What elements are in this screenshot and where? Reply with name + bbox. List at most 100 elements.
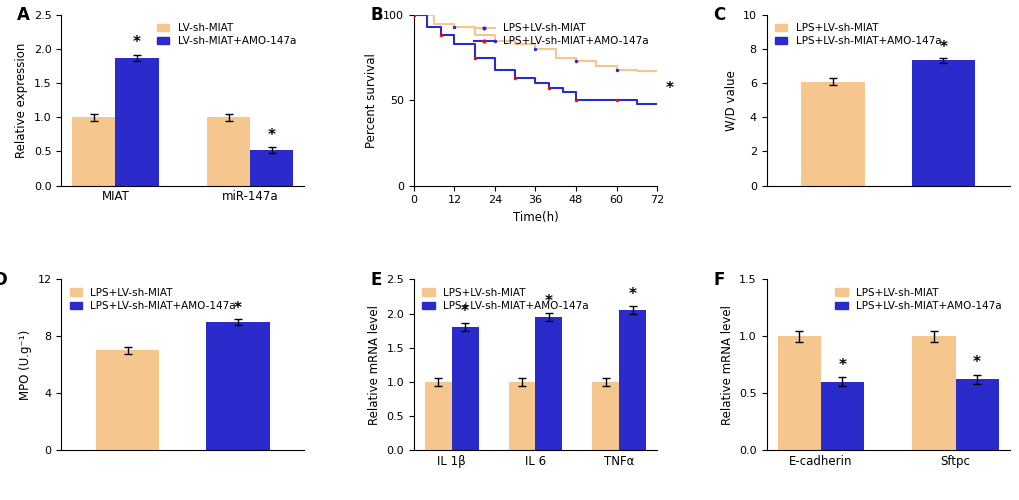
Text: *: * (461, 304, 469, 319)
LPS+LV-sh-MIAT (448, 20, 461, 26)
Text: B: B (370, 6, 382, 25)
Text: *: * (938, 40, 947, 54)
Text: *: * (234, 302, 242, 316)
Bar (96, 350, 159, 450)
Text: *: * (838, 358, 846, 372)
LPS+LV-sh-MIAT (408, 12, 420, 18)
Bar (912, 336, 955, 450)
Bar (911, 60, 974, 186)
LPS+LV-sh-MIAT (549, 54, 561, 60)
LPS+LV-sh-MIAT+AMO-147a (408, 12, 420, 18)
LPS+LV-sh-MIAT (508, 38, 521, 44)
LPS+LV-sh-MIAT (570, 58, 582, 64)
Bar (207, 118, 250, 186)
LPS+LV-sh-MIAT+AMO-147a (542, 86, 554, 91)
LPS+LV-sh-MIAT+AMO-147a (448, 41, 461, 47)
LPS+LV-sh-MIAT (508, 41, 521, 47)
LPS+LV-sh-MIAT (488, 32, 500, 38)
Text: *: * (972, 356, 980, 370)
Line: LPS+LV-sh-MIAT: LPS+LV-sh-MIAT (414, 15, 656, 72)
LPS+LV-sh-MIAT+AMO-147a (421, 12, 433, 18)
Text: *: * (665, 81, 673, 96)
LPS+LV-sh-MIAT+AMO-147a (650, 100, 662, 106)
LPS+LV-sh-MIAT+AMO-147a (488, 54, 500, 60)
Bar (619, 310, 645, 450)
LPS+LV-sh-MIAT+AMO-147a (542, 80, 554, 86)
LPS+LV-sh-MIAT (609, 66, 622, 72)
LPS+LV-sh-MIAT+AMO-147a (529, 75, 541, 81)
Y-axis label: MPO (U.g⁻¹): MPO (U.g⁻¹) (18, 330, 32, 400)
LPS+LV-sh-MIAT (428, 12, 440, 18)
LPS+LV-sh-MIAT (549, 46, 561, 52)
LPS+LV-sh-MIAT+AMO-147a (448, 32, 461, 38)
Bar (820, 382, 863, 450)
X-axis label: Time(h): Time(h) (513, 211, 557, 224)
LPS+LV-sh-MIAT+AMO-147a (570, 89, 582, 95)
Text: *: * (628, 287, 636, 302)
LPS+LV-sh-MIAT (590, 58, 602, 64)
Y-axis label: W/D value: W/D value (723, 70, 737, 130)
Legend: LV-sh-MIAT, LV-sh-MIAT+AMO-147a: LV-sh-MIAT, LV-sh-MIAT+AMO-147a (154, 20, 299, 50)
LPS+LV-sh-MIAT+AMO-147a (468, 54, 480, 60)
LPS+LV-sh-MIAT+AMO-147a (434, 32, 446, 38)
LPS+LV-sh-MIAT (630, 66, 642, 72)
LPS+LV-sh-MIAT+AMO-147a (488, 66, 500, 72)
LPS+LV-sh-MIAT+AMO-147a (630, 100, 642, 106)
Bar (800, 82, 864, 186)
Y-axis label: Percent survival: Percent survival (364, 53, 377, 148)
Legend: LPS+LV-sh-MIAT, LPS+LV-sh-MIAT+AMO-147a: LPS+LV-sh-MIAT, LPS+LV-sh-MIAT+AMO-147a (471, 20, 651, 50)
Legend: LPS+LV-sh-MIAT, LPS+LV-sh-MIAT+AMO-147a: LPS+LV-sh-MIAT, LPS+LV-sh-MIAT+AMO-147a (771, 20, 944, 50)
LPS+LV-sh-MIAT (448, 24, 461, 30)
Text: F: F (712, 271, 723, 289)
LPS+LV-sh-MIAT (428, 20, 440, 26)
LPS+LV-sh-MIAT+AMO-147a (555, 86, 568, 91)
LPS+LV-sh-MIAT+AMO-147a (508, 75, 521, 81)
Y-axis label: Relative expression: Relative expression (15, 42, 29, 158)
LPS+LV-sh-MIAT+AMO-147a (570, 98, 582, 103)
LPS+LV-sh-MIAT (468, 32, 480, 38)
Text: E: E (370, 271, 381, 289)
Text: *: * (544, 294, 552, 309)
Bar (508, 382, 535, 450)
LPS+LV-sh-MIAT+AMO-147a (609, 98, 622, 103)
LPS+LV-sh-MIAT+AMO-147a (555, 89, 568, 95)
Bar (250, 150, 293, 186)
LPS+LV-sh-MIAT (650, 68, 662, 74)
LPS+LV-sh-MIAT (570, 54, 582, 60)
Bar (535, 317, 561, 450)
Bar (425, 382, 451, 450)
Bar (115, 58, 158, 186)
LPS+LV-sh-MIAT (529, 46, 541, 52)
Bar (592, 382, 619, 450)
Bar (955, 380, 998, 450)
Bar (206, 322, 270, 450)
Text: *: * (268, 128, 275, 144)
LPS+LV-sh-MIAT (488, 38, 500, 44)
Text: *: * (132, 36, 141, 51)
LPS+LV-sh-MIAT+AMO-147a (468, 41, 480, 47)
LPS+LV-sh-MIAT (529, 41, 541, 47)
LPS+LV-sh-MIAT+AMO-147a (508, 66, 521, 72)
Legend: LPS+LV-sh-MIAT, LPS+LV-sh-MIAT+AMO-147a: LPS+LV-sh-MIAT, LPS+LV-sh-MIAT+AMO-147a (419, 284, 591, 314)
LPS+LV-sh-MIAT+AMO-147a (590, 98, 602, 103)
LPS+LV-sh-MIAT+AMO-147a (434, 24, 446, 30)
Line: LPS+LV-sh-MIAT+AMO-147a: LPS+LV-sh-MIAT+AMO-147a (414, 15, 656, 104)
LPS+LV-sh-MIAT (609, 63, 622, 69)
Bar (72, 118, 115, 186)
Text: C: C (712, 6, 725, 25)
Bar (776, 336, 820, 450)
LPS+LV-sh-MIAT+AMO-147a (630, 98, 642, 103)
Y-axis label: Relative mRNA level: Relative mRNA level (368, 304, 380, 424)
Text: D: D (0, 271, 7, 289)
Y-axis label: Relative mRNA level: Relative mRNA level (720, 304, 733, 424)
LPS+LV-sh-MIAT+AMO-147a (590, 98, 602, 103)
LPS+LV-sh-MIAT (468, 24, 480, 30)
LPS+LV-sh-MIAT (590, 63, 602, 69)
Legend: LPS+LV-sh-MIAT, LPS+LV-sh-MIAT+AMO-147a: LPS+LV-sh-MIAT, LPS+LV-sh-MIAT+AMO-147a (832, 284, 1004, 314)
LPS+LV-sh-MIAT+AMO-147a (609, 98, 622, 103)
Bar (451, 327, 478, 450)
LPS+LV-sh-MIAT+AMO-147a (421, 24, 433, 30)
Text: A: A (17, 6, 31, 25)
LPS+LV-sh-MIAT+AMO-147a (529, 80, 541, 86)
LPS+LV-sh-MIAT (630, 68, 642, 74)
